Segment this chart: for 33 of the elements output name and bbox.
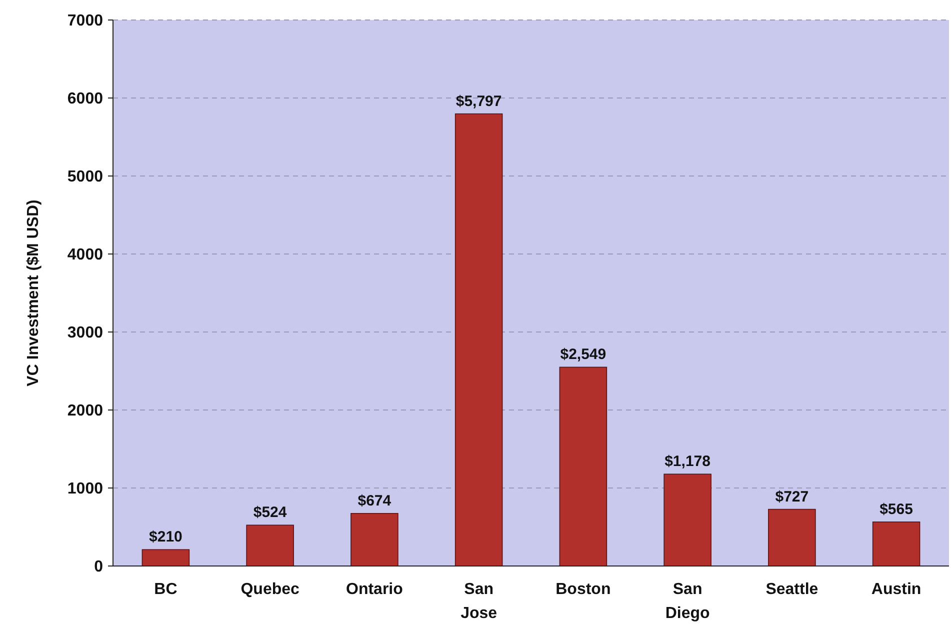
- y-axis-title: VC Investment ($M USD): [25, 200, 42, 386]
- bar: [664, 474, 712, 566]
- x-tick-label: Austin: [871, 581, 922, 598]
- y-tick-label: 0: [94, 558, 104, 576]
- bar: [142, 549, 190, 566]
- bar: [559, 366, 608, 566]
- y-tick-label: 6000: [67, 90, 104, 108]
- data-label: $674: [358, 492, 392, 510]
- x-tick-label: Seattle: [766, 581, 818, 598]
- x-tick-label: BC: [154, 581, 178, 598]
- x-tick-label: San Jose: [460, 581, 498, 622]
- bar: [246, 524, 294, 566]
- y-tick-label: 5000: [67, 168, 104, 186]
- x-tick-label: Quebec: [240, 581, 300, 598]
- x-tick-label: Boston: [556, 581, 611, 598]
- y-tick-label: 7000: [67, 12, 104, 30]
- bar: [350, 513, 398, 566]
- data-label: $5,797: [456, 92, 502, 110]
- data-label: $565: [880, 500, 913, 518]
- data-label: $2,549: [560, 346, 606, 364]
- data-label: $727: [775, 488, 809, 506]
- y-tick-label: 1000: [67, 480, 104, 498]
- bar: [454, 113, 503, 566]
- y-tick-label: 4000: [67, 246, 104, 264]
- bar: [872, 522, 920, 566]
- y-tick-label: 3000: [67, 324, 104, 342]
- x-tick-label: Ontario: [346, 581, 404, 598]
- data-label: $1,178: [664, 453, 710, 470]
- x-tick-label: San Diego: [665, 581, 710, 622]
- y-tick-label: 2000: [67, 402, 104, 420]
- data-label: $524: [253, 504, 288, 522]
- bar: [768, 508, 816, 566]
- data-label: $210: [149, 528, 182, 546]
